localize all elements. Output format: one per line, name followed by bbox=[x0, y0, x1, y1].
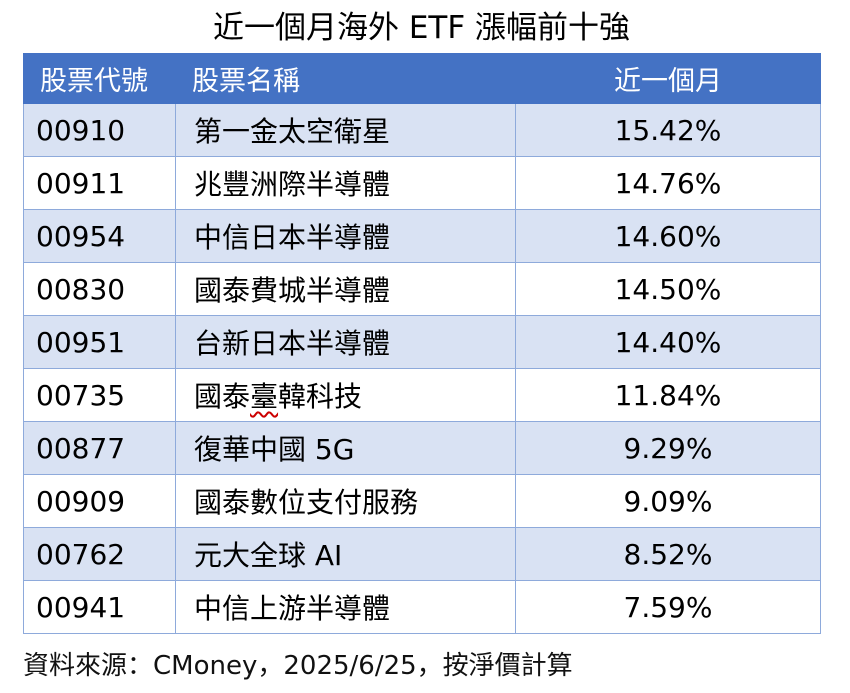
table-row: 00762 元大全球 AI 8.52% bbox=[23, 527, 821, 581]
table-row: 00735 國泰臺韓科技 11.84% bbox=[23, 368, 821, 422]
cell-name: 元大全球 AI bbox=[175, 527, 516, 581]
cell-code: 00941 bbox=[23, 580, 176, 634]
source-note: 資料來源：CMoney，2025/6/25，按淨價計算 bbox=[23, 651, 573, 681]
cell-name: 復華中國 5G bbox=[175, 421, 516, 475]
table-body: 00910 第一金太空衛星 15.42% 00911 兆豐洲際半導體 14.76% 0095… bbox=[23, 103, 821, 634]
cell-code: 00877 bbox=[23, 421, 176, 475]
cell-change: 15.42% bbox=[515, 103, 821, 157]
table-row: 00909 國泰數位支付服務 9.09% bbox=[23, 474, 821, 528]
cell-name: 中信上游半導體 bbox=[175, 580, 516, 634]
cell-name: 國泰臺韓科技 bbox=[175, 368, 516, 422]
cell-change: 9.09% bbox=[515, 474, 821, 528]
table-row: 00877 復華中國 5G 9.29% bbox=[23, 421, 821, 475]
cell-code: 00762 bbox=[23, 527, 176, 581]
cell-change: 9.29% bbox=[515, 421, 821, 475]
cell-code: 00951 bbox=[23, 315, 176, 369]
table-header-row: 股票代號 股票名稱 近一個月 bbox=[23, 53, 821, 104]
cell-code: 00830 bbox=[23, 262, 176, 316]
column-header-name: 股票名稱 bbox=[175, 53, 516, 104]
cell-name: 台新日本半導體 bbox=[175, 315, 516, 369]
table-row: 00954 中信日本半導體 14.60% bbox=[23, 209, 821, 263]
etf-table: 股票代號 股票名稱 近一個月 00910 第一金太空衛星 15.42% 00911 兆豐洲際… bbox=[23, 53, 821, 634]
cell-code: 00909 bbox=[23, 474, 176, 528]
table-header: 股票代號 股票名稱 近一個月 bbox=[23, 53, 821, 104]
cell-change: 14.76% bbox=[515, 156, 821, 210]
cell-change: 14.50% bbox=[515, 262, 821, 316]
cell-code: 00954 bbox=[23, 209, 176, 263]
cell-code: 00911 bbox=[23, 156, 176, 210]
table-row: 00951 台新日本半導體 14.40% bbox=[23, 315, 821, 369]
cell-change: 11.84% bbox=[515, 368, 821, 422]
table-row: 00941 中信上游半導體 7.59% bbox=[23, 580, 821, 634]
cell-name: 中信日本半導體 bbox=[175, 209, 516, 263]
column-header-change: 近一個月 bbox=[515, 53, 821, 104]
cell-name: 國泰費城半導體 bbox=[175, 262, 516, 316]
cell-change: 7.59% bbox=[515, 580, 821, 634]
cell-name: 第一金太空衛星 bbox=[175, 103, 516, 157]
column-header-code: 股票代號 bbox=[23, 53, 176, 104]
page-title: 近一個月海外 ETF 漲幅前十強 bbox=[212, 10, 631, 46]
cell-code: 00735 bbox=[23, 368, 176, 422]
table-row: 00910 第一金太空衛星 15.42% bbox=[23, 103, 821, 157]
cell-change: 14.60% bbox=[515, 209, 821, 263]
cell-change: 14.40% bbox=[515, 315, 821, 369]
table-row: 00830 國泰費城半導體 14.50% bbox=[23, 262, 821, 316]
page: 近一個月海外 ETF 漲幅前十強 股票代號 股票名稱 近一個月 00910 第一金太空… bbox=[0, 7, 850, 693]
cell-code: 00910 bbox=[23, 103, 176, 157]
cell-change: 8.52% bbox=[515, 527, 821, 581]
spellcheck-underline: 臺 bbox=[250, 380, 279, 413]
table-row: 00911 兆豐洲際半導體 14.76% bbox=[23, 156, 821, 210]
cell-name: 兆豐洲際半導體 bbox=[175, 156, 516, 210]
cell-name: 國泰數位支付服務 bbox=[175, 474, 516, 528]
